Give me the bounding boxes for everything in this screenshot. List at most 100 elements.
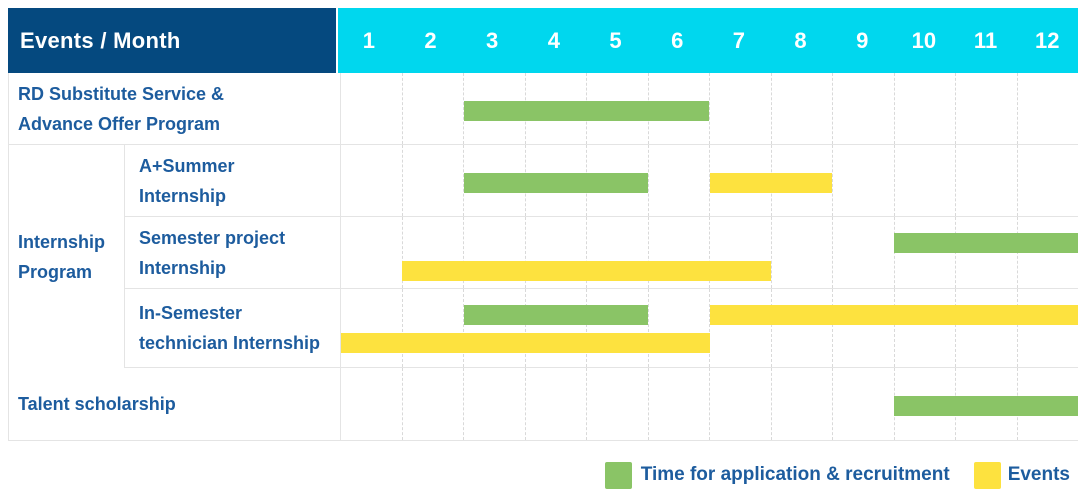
month-header-6: 6 xyxy=(671,27,684,53)
month-grid-cell-1 xyxy=(341,217,402,288)
month-header-1: 1 xyxy=(362,27,375,53)
month-grid-cell-7 xyxy=(709,145,771,216)
month-grid-cell-10 xyxy=(893,289,956,367)
gantt-lane-talent-scholarship xyxy=(341,368,1078,440)
label-line: Talent scholarship xyxy=(18,394,176,414)
month-grid-cell-4 xyxy=(524,368,587,440)
legend-label-events: Events xyxy=(1007,464,1070,485)
month-grid-cell-1 xyxy=(341,73,402,144)
gantt-lane-a-plus-summer-internship xyxy=(341,145,1078,216)
table-header-title: Events / Month xyxy=(8,8,338,73)
month-header-8: 8 xyxy=(794,27,807,53)
month-grid-cell-6 xyxy=(647,368,710,440)
month-header-5: 5 xyxy=(609,27,622,53)
events-month-table: Events / Month 1 2 3 4 5 6 7 8 9 10 11 12 RD Substi… xyxy=(8,8,1078,441)
legend-swatch-application xyxy=(604,461,632,489)
label-line: technician Internship xyxy=(139,333,321,353)
row-label-in-semester-technician-internship: In-Semester technician Internship xyxy=(125,289,341,367)
month-grid-cell-8 xyxy=(770,289,833,367)
month-grid-cell-3 xyxy=(463,217,525,288)
legend-label-application: Time for application & recruitment xyxy=(640,464,950,485)
month-grid-cell-3 xyxy=(463,368,525,440)
gantt-bar-application-m3-m5 xyxy=(463,172,649,193)
month-header-3: 3 xyxy=(486,27,499,53)
month-grid-cell-2 xyxy=(401,368,464,440)
month-grid-cell-8 xyxy=(770,217,833,288)
month-grid-cell-2 xyxy=(401,289,464,367)
month-grid-cell-9 xyxy=(832,145,894,216)
row-talent-scholarship: Talent scholarship xyxy=(9,368,1078,441)
label-line: Internship xyxy=(139,257,227,278)
month-grid-cell-5 xyxy=(586,217,648,288)
row-rd-substitute-service: RD Substitute Service & Advance Offer Pro… xyxy=(9,73,1078,145)
internship-program-group: Internship Program A+Summer Internship Sem… xyxy=(9,145,1078,368)
label-line: A+Summer xyxy=(139,155,235,176)
gantt-lane-in-semester-technician-internship xyxy=(341,289,1078,367)
gantt-bar-event-m2-m7 xyxy=(402,261,771,281)
month-header-12: 12 xyxy=(1034,27,1060,53)
gantt-bar-event-m7-m8 xyxy=(709,172,833,193)
gantt-lane-semester-project-internship xyxy=(341,217,1078,288)
month-grid-cell-2 xyxy=(401,217,464,288)
month-grid-cell-6 xyxy=(647,145,710,216)
table-body: RD Substitute Service & Advance Offer Pro… xyxy=(8,73,1078,441)
month-grid-cell-2 xyxy=(401,73,464,144)
month-grid-cell-10 xyxy=(893,73,956,144)
month-header-11: 11 xyxy=(973,27,998,53)
month-grid-cell-8 xyxy=(770,73,833,144)
internship-program-rows: A+Summer Internship Semester project Inter… xyxy=(125,145,1078,368)
month-grid-cell-2 xyxy=(401,145,464,216)
month-grid-cell-9 xyxy=(832,73,894,144)
month-header: 1 2 3 4 5 6 7 8 9 10 11 12 xyxy=(338,8,1078,73)
month-grid-cell-3 xyxy=(463,289,525,367)
label-line: Internship xyxy=(18,231,106,252)
month-grid-cell-9 xyxy=(832,217,894,288)
label-line: Advance Offer Program xyxy=(18,113,221,134)
month-grid-cell-10 xyxy=(893,145,956,216)
month-header-10: 10 xyxy=(911,27,937,53)
gantt-bar-application-m3-m6 xyxy=(463,100,710,121)
gantt-bar-application-m10-m12 xyxy=(893,233,1078,253)
month-header-2: 2 xyxy=(424,27,437,53)
label-line: In-Semester xyxy=(139,303,243,323)
gantt-bar-application-m3-m5 xyxy=(463,305,649,325)
label-line: Internship xyxy=(139,185,227,206)
month-grid-cell-3 xyxy=(463,145,525,216)
month-grid-cell-11 xyxy=(955,145,1017,216)
month-grid-cell-12 xyxy=(1016,145,1079,216)
month-header-7: 7 xyxy=(732,27,745,53)
month-grid-cell-3 xyxy=(463,73,525,144)
legend: Time for application & recruitment Event… xyxy=(604,460,1070,490)
gantt-bar-event-m7-m12 xyxy=(709,305,1078,325)
label-line: RD Substitute Service & xyxy=(18,83,225,104)
month-grid-cell-6 xyxy=(647,289,710,367)
month-header-9: 9 xyxy=(856,27,869,53)
table-header-row: Events / Month 1 2 3 4 5 6 7 8 9 10 11 12 xyxy=(8,8,1078,73)
row-label-semester-project-internship: Semester project Internship xyxy=(125,217,341,288)
month-grid-cell-9 xyxy=(832,289,894,367)
month-grid-cell-7 xyxy=(709,217,771,288)
month-grid-cell-7 xyxy=(709,368,771,440)
month-grid-cell-5 xyxy=(586,368,648,440)
month-grid-cell-12 xyxy=(1016,73,1079,144)
gantt-lane-rd-substitute-service xyxy=(341,73,1078,144)
month-grid-cell-6 xyxy=(647,217,710,288)
month-grid-cell-4 xyxy=(524,217,587,288)
label-line: Program xyxy=(18,261,93,282)
month-header-4: 4 xyxy=(547,27,560,53)
row-in-semester-technician-internship: In-Semester technician Internship xyxy=(125,289,1078,368)
month-grid-cell-11 xyxy=(955,289,1017,367)
month-grid-cell-7 xyxy=(709,289,771,367)
row-a-plus-summer-internship: A+Summer Internship xyxy=(125,145,1078,217)
month-grid-cell-8 xyxy=(770,368,833,440)
legend-swatch-events xyxy=(973,461,1001,489)
gantt-bar-application-m10-m12 xyxy=(893,396,1078,416)
row-semester-project-internship: Semester project Internship xyxy=(125,217,1078,289)
month-grid-cell-9 xyxy=(832,368,894,440)
month-grid-cell-11 xyxy=(955,73,1017,144)
month-grid-cell-1 xyxy=(341,289,402,367)
month-grid-cell-1 xyxy=(341,368,402,440)
month-grid-cell-1 xyxy=(341,145,402,216)
month-grid-cell-12 xyxy=(1016,289,1079,367)
